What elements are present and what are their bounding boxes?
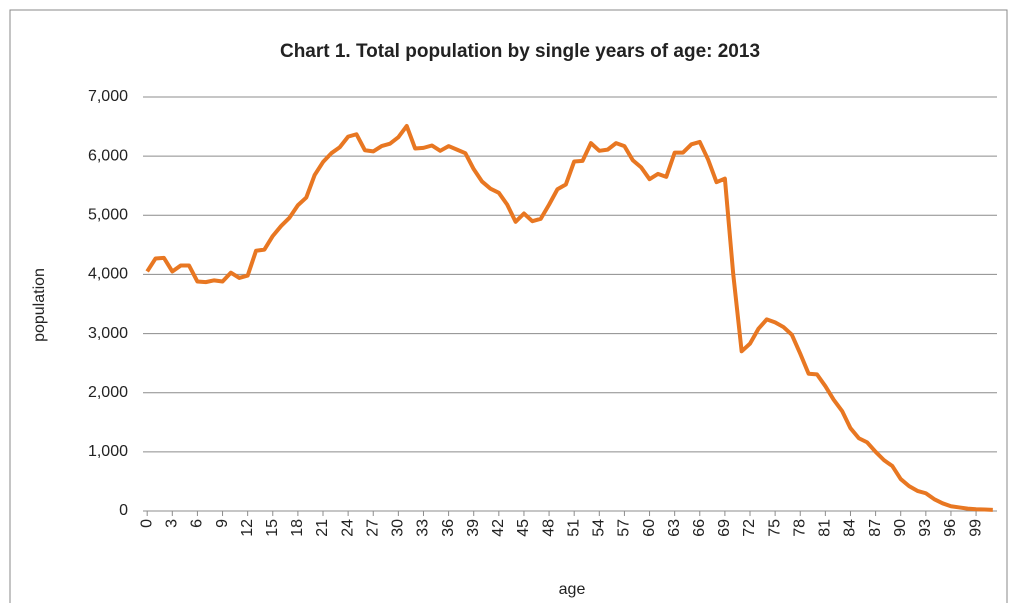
x-tick-label: 12 — [239, 519, 256, 537]
x-axis-label: age — [559, 581, 586, 598]
chart-border — [9, 9, 1008, 608]
x-tick-label: 99 — [967, 519, 984, 537]
x-tick-label: 51 — [565, 519, 582, 537]
x-tick-label: 45 — [515, 519, 532, 537]
x-tick-label: 66 — [691, 519, 708, 537]
x-tick-label: 60 — [641, 519, 658, 537]
x-tick-label: 21 — [314, 519, 331, 537]
chart-title: Chart 1. Total population by single year… — [280, 41, 760, 62]
y-tick-label: 1,000 — [88, 443, 128, 460]
x-tick-label: 3 — [164, 519, 181, 528]
x-tick-label: 93 — [917, 519, 934, 537]
y-tick-label: 4,000 — [88, 266, 128, 283]
y-tick-label: 0 — [119, 502, 128, 519]
x-tick-label: 78 — [791, 519, 808, 537]
x-tick-label: 90 — [892, 519, 909, 537]
x-tick-label: 42 — [490, 519, 507, 537]
x-tick-label: 69 — [716, 519, 733, 537]
x-tick-label: 81 — [817, 519, 834, 537]
x-tick-label: 27 — [364, 519, 381, 537]
y-axis-label: population — [31, 268, 48, 342]
x-tick-label: 24 — [339, 519, 356, 537]
x-tick-label: 57 — [616, 519, 633, 537]
x-tick-label: 36 — [440, 519, 457, 537]
x-tick-label: 84 — [842, 519, 859, 537]
y-tick-label: 5,000 — [88, 207, 128, 224]
y-tick-label: 7,000 — [88, 88, 128, 105]
x-tick-label: 15 — [264, 519, 281, 537]
x-tick-label: 18 — [289, 519, 306, 537]
x-tick-label: 0 — [138, 519, 155, 528]
x-tick-label: 6 — [189, 519, 206, 528]
x-tick-label: 33 — [415, 519, 432, 537]
x-tick-label: 48 — [540, 519, 557, 537]
x-tick-label: 75 — [766, 519, 783, 537]
y-tick-label: 2,000 — [88, 384, 128, 401]
x-tick-label: 63 — [666, 519, 683, 537]
x-tick-label: 54 — [591, 519, 608, 537]
y-tick-label: 6,000 — [88, 147, 128, 164]
x-tick-label: 72 — [741, 519, 758, 537]
x-tick-label: 39 — [465, 519, 482, 537]
x-tick-label: 9 — [214, 519, 231, 528]
data-line — [145, 123, 993, 512]
x-tick-label: 87 — [867, 519, 884, 537]
x-tick-label: 30 — [390, 519, 407, 537]
y-tick-label: 3,000 — [88, 325, 128, 342]
x-tick-label: 96 — [942, 519, 959, 537]
